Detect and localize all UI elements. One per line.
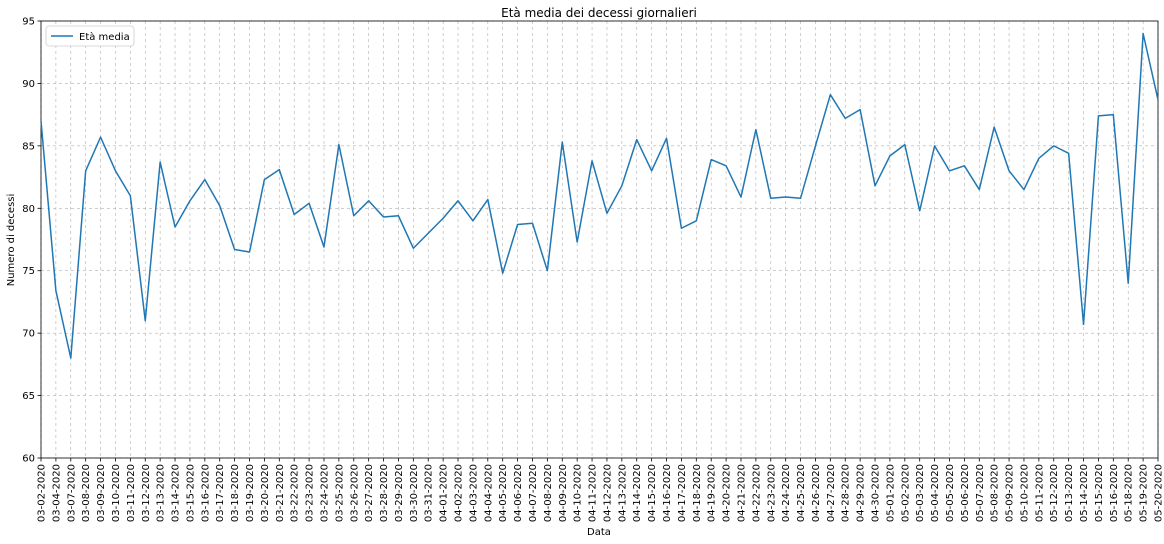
x-tick-label: 03-18-2020 (230, 464, 241, 522)
x-tick-label: 03-11-2020 (126, 464, 137, 522)
y-axis: 60 65 70 75 80 85 90 95 (22, 17, 41, 465)
x-tick-label: 04-27-2020 (826, 464, 837, 522)
legend-label: Età media (79, 31, 130, 43)
y-tick-label: 60 (22, 454, 35, 465)
x-tick-label: 03-15-2020 (185, 464, 196, 522)
x-tick-label: 03-31-2020 (424, 464, 435, 522)
x-tick-label: 04-29-2020 (856, 464, 867, 522)
plot-frame (40, 20, 1159, 459)
x-tick-label: 04-24-2020 (781, 464, 792, 522)
x-tick-label: 05-16-2020 (1109, 464, 1120, 522)
x-tick-label: 04-05-2020 (498, 464, 509, 522)
x-tick-label: 05-08-2020 (990, 464, 1001, 522)
x-tick-label: 04-20-2020 (722, 464, 733, 522)
series-line (40, 32, 1159, 359)
x-tick-label: 05-19-2020 (1139, 464, 1150, 522)
legend-box (45, 25, 135, 47)
x-tick-label: 05-09-2020 (1005, 464, 1016, 522)
y-tick-label: 85 (22, 141, 35, 152)
x-tick-label: 03-09-2020 (96, 464, 107, 522)
x-tick-label: 03-26-2020 (349, 464, 360, 522)
x-tick-label: 03-27-2020 (364, 464, 375, 522)
x-tick-label: 04-28-2020 (841, 464, 852, 522)
x-tick-label: 05-01-2020 (885, 464, 896, 522)
x-tick-label: 03-28-2020 (379, 464, 390, 522)
x-tick-label: 04-17-2020 (677, 464, 688, 522)
x-tick-label: 05-03-2020 (915, 464, 926, 522)
x-tick-label: 03-22-2020 (290, 464, 301, 522)
x-tick-label: 03-14-2020 (171, 464, 182, 522)
x-tick-label: 05-11-2020 (1034, 464, 1045, 522)
x-tick-label: 03-12-2020 (141, 464, 152, 522)
x-tick-label: 04-19-2020 (707, 464, 718, 522)
x-tick-label: 03-13-2020 (156, 464, 167, 522)
x-tick-label: 03-29-2020 (394, 464, 405, 522)
x-tick-label: 04-06-2020 (513, 464, 524, 522)
x-tick-label: 03-23-2020 (305, 464, 316, 522)
x-tick-label: 03-16-2020 (200, 464, 211, 522)
y-tick-label: 95 (22, 17, 35, 28)
y-tick-label: 75 (22, 266, 35, 277)
x-tick-label: 05-05-2020 (945, 464, 956, 522)
x-tick-label: 04-18-2020 (692, 464, 703, 522)
x-tick-label: 04-09-2020 (558, 464, 569, 522)
x-tick-label: 03-07-2020 (66, 464, 77, 522)
x-tick-label: 05-18-2020 (1124, 464, 1135, 522)
x-tick-label: 03-25-2020 (334, 464, 345, 522)
x-tick-label: 03-02-2020 (37, 464, 48, 522)
x-tick-label: 03-10-2020 (111, 464, 122, 522)
x-tick-label: 04-03-2020 (468, 464, 479, 522)
x-tick-label: 04-13-2020 (617, 464, 628, 522)
x-tick-label: 04-02-2020 (454, 464, 465, 522)
x-tick-label: 05-12-2020 (1049, 464, 1060, 522)
chart-title: Età media dei decessi giornalieri (501, 6, 697, 20)
x-tick-label: 04-15-2020 (647, 464, 658, 522)
x-tick-label: 03-04-2020 (51, 464, 62, 522)
x-tick-label: 04-10-2020 (573, 464, 584, 522)
x-tick-label: 03-20-2020 (260, 464, 271, 522)
x-tick-label: 05-07-2020 (975, 464, 986, 522)
x-tick-label: 03-08-2020 (81, 464, 92, 522)
x-tick-label: 05-14-2020 (1079, 464, 1090, 522)
x-tick-label: 04-30-2020 (871, 464, 882, 522)
x-tick-label: 03-17-2020 (215, 464, 226, 522)
x-tick-label: 04-26-2020 (811, 464, 822, 522)
x-tick-label: 03-21-2020 (275, 464, 286, 522)
x-tick-label: 05-13-2020 (1064, 464, 1075, 522)
x-tick-label: 04-11-2020 (588, 464, 599, 522)
x-tick-label: 03-24-2020 (319, 464, 330, 522)
x-tick-label: 04-07-2020 (528, 464, 539, 522)
x-tick-label: 03-19-2020 (245, 464, 256, 522)
x-tick-label: 03-30-2020 (409, 464, 420, 522)
x-tick-label: 04-08-2020 (543, 464, 554, 522)
x-axis: 03-02-2020 03-04-2020 03-07-2020 03-08-2020… (37, 458, 1164, 522)
x-tick-label: 04-23-2020 (766, 464, 777, 522)
x-tick-label: 05-20-2020 (1154, 464, 1164, 522)
y-axis-title: Numero di decessi (6, 194, 17, 287)
y-tick-label: 65 (22, 391, 35, 402)
y-tick-label: 70 (22, 329, 35, 340)
x-tick-label: 04-14-2020 (632, 464, 643, 522)
series-layer (40, 32, 1159, 359)
x-axis-title: Data (587, 527, 611, 538)
x-tick-label: 04-04-2020 (483, 464, 494, 522)
x-tick-label: 04-22-2020 (751, 464, 762, 522)
x-tick-label: 04-21-2020 (736, 464, 747, 522)
y-tick-label: 80 (22, 204, 35, 215)
x-tick-label: 04-25-2020 (796, 464, 807, 522)
x-tick-label: 04-16-2020 (662, 464, 673, 522)
x-tick-label: 05-06-2020 (960, 464, 971, 522)
x-tick-label: 05-04-2020 (930, 464, 941, 522)
x-tick-label: 04-12-2020 (602, 464, 613, 522)
legend: Età media (45, 25, 135, 47)
y-tick-label: 90 (22, 79, 35, 90)
x-tick-label: 05-15-2020 (1094, 464, 1105, 522)
grid (40, 20, 1159, 459)
x-tick-label: 05-02-2020 (900, 464, 911, 522)
x-tick-label: 05-10-2020 (1019, 464, 1030, 522)
x-tick-label: 04-01-2020 (439, 464, 450, 522)
